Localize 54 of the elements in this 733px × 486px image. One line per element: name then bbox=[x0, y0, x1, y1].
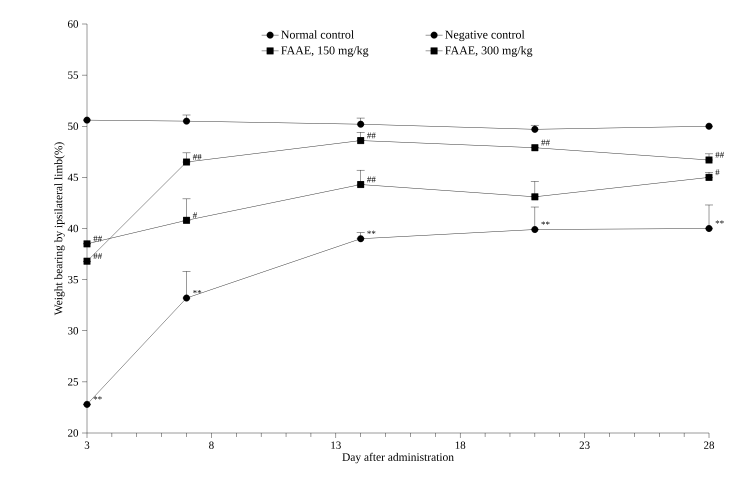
y-tick-label: 20 bbox=[68, 429, 78, 437]
x-tick-label: 3 bbox=[84, 442, 90, 449]
point bbox=[531, 226, 538, 234]
annotation: ** bbox=[367, 230, 376, 234]
x-tick-label: 23 bbox=[580, 442, 590, 449]
point bbox=[357, 137, 364, 144]
y-axis-title: Weight bearing by ipsilateral limb(%) bbox=[54, 142, 65, 316]
annotation: ** bbox=[716, 220, 724, 224]
x-axis-title: Day after administration bbox=[342, 452, 454, 464]
y-tick-label: 30 bbox=[68, 327, 78, 334]
y-tick-label: 45 bbox=[68, 174, 78, 182]
point bbox=[706, 122, 712, 130]
point bbox=[183, 294, 190, 302]
annotation: ## bbox=[192, 154, 202, 160]
annotation: ## bbox=[367, 132, 376, 138]
point bbox=[531, 144, 538, 152]
point bbox=[706, 225, 712, 232]
point bbox=[357, 181, 364, 188]
legend-label: Normal control bbox=[281, 30, 354, 39]
annotation: ## bbox=[367, 176, 376, 182]
annotation: ## bbox=[93, 253, 102, 260]
legend-label: FAAE, 300 mg/kg bbox=[445, 46, 532, 57]
y-tick-label: 40 bbox=[68, 224, 78, 232]
point bbox=[357, 120, 364, 128]
annotation: ## bbox=[715, 152, 724, 158]
point bbox=[531, 193, 538, 200]
point bbox=[84, 240, 90, 248]
point bbox=[84, 116, 90, 124]
x-tick-label: 18 bbox=[456, 442, 466, 449]
x-tick-label: 28 bbox=[704, 442, 714, 449]
annotation: ## bbox=[541, 140, 550, 146]
point bbox=[183, 216, 190, 224]
point bbox=[84, 258, 90, 265]
annotation: ** bbox=[193, 290, 202, 294]
legend-label: Negative control bbox=[445, 30, 525, 42]
point bbox=[357, 235, 364, 242]
y-tick-label: 55 bbox=[68, 71, 78, 79]
y-tick-label: 50 bbox=[68, 122, 78, 130]
x-tick-label: 8 bbox=[209, 442, 214, 449]
legend-label: FAAE, 150 mg/kg bbox=[281, 46, 368, 57]
point bbox=[183, 158, 190, 166]
y-tick-label: 35 bbox=[68, 276, 78, 284]
annotation: ** bbox=[94, 396, 102, 400]
point bbox=[706, 156, 712, 164]
annotation: ** bbox=[541, 221, 550, 225]
annotation: # bbox=[192, 212, 198, 218]
annotation: # bbox=[715, 169, 720, 176]
point bbox=[183, 118, 190, 125]
x-tick-label: 13 bbox=[331, 442, 341, 449]
y-tick-label: 25 bbox=[68, 378, 78, 386]
annotation: ## bbox=[93, 236, 102, 242]
y-tick-label: 60 bbox=[68, 20, 78, 28]
point bbox=[531, 126, 538, 133]
point bbox=[84, 400, 90, 408]
